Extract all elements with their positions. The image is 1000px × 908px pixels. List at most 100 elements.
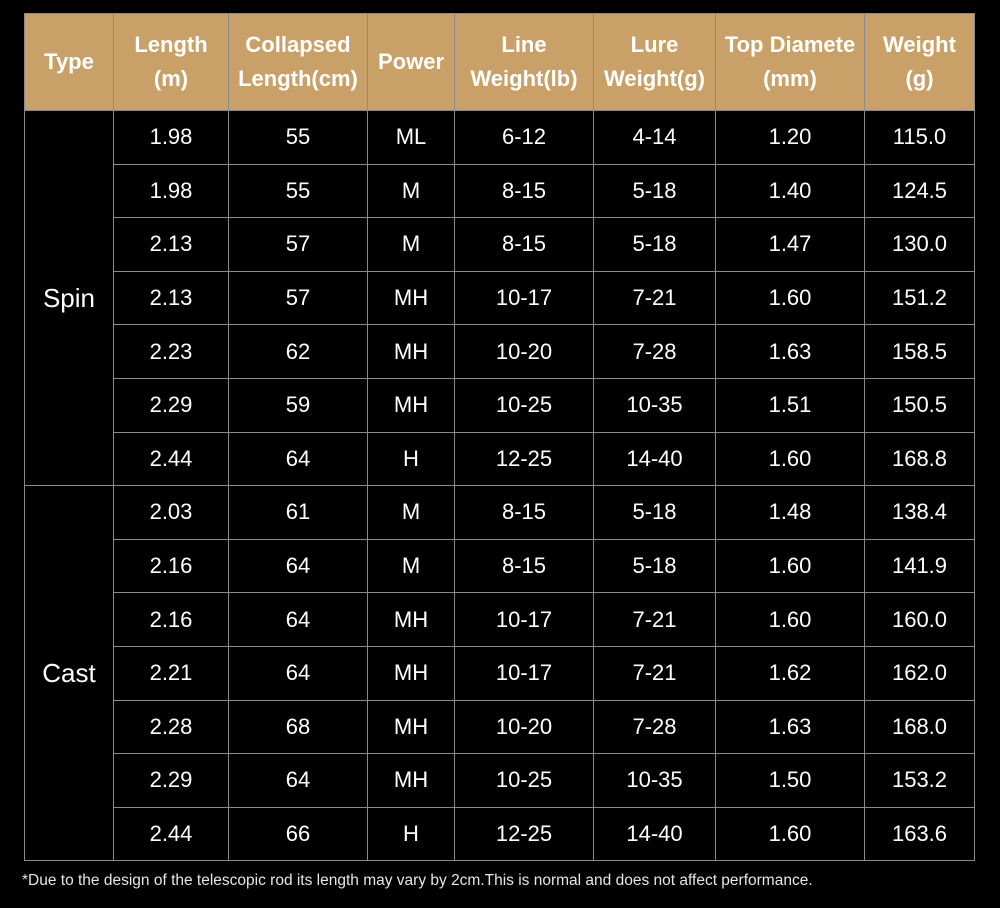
type-cell: Spin [24,109,114,487]
cell: 163.6 [864,806,975,862]
table-row: 2.29 59 MH 10-25 10-35 1.51 150.5 [25,377,975,433]
cell: 8-15 [454,485,594,540]
cell: 7-21 [593,270,716,326]
cell: 64 [228,538,368,594]
table-row: 2.16 64 M 8-15 5-18 1.60 141.9 [25,538,975,594]
cell: 2.44 [113,806,229,862]
table-row: 2.44 66 H 12-25 14-40 1.60 163.6 [25,806,975,862]
cell: 1.20 [715,110,865,165]
cell: 1.48 [715,485,865,540]
cell: 150.5 [864,377,975,433]
cell: 5-18 [593,163,716,219]
header-cell: Collapsed Length(cm) [228,13,368,111]
cell: 168.8 [864,431,975,487]
cell: 62 [228,324,368,379]
cell: 10-25 [454,377,594,433]
cell: 5-18 [593,485,716,540]
table-row: 2.16 64 MH 10-17 7-21 1.60 160.0 [25,592,975,647]
table-row: Cast 2.03 61 M 8-15 5-18 1.48 138.4 [24,485,975,862]
table-row: 2.44 64 H 12-25 14-40 1.60 168.8 [25,431,975,487]
cell: M [367,538,455,594]
spec-table: Type Length (m) Collapsed Length(cm) Power L… [24,13,975,862]
cell: 8-15 [454,163,594,219]
cell: 55 [228,110,368,165]
cell: MH [367,377,455,433]
cell: 2.16 [113,538,229,594]
cell: 7-28 [593,324,716,379]
cell: 5-18 [593,217,716,272]
cell: 2.16 [113,592,229,647]
cell: 160.0 [864,592,975,647]
cell: 1.60 [715,431,865,487]
cell: 64 [228,753,368,808]
cell: 2.21 [113,645,229,701]
cell: 151.2 [864,270,975,326]
cell: 8-15 [454,538,594,594]
cell: 2.44 [113,431,229,487]
cell: 2.28 [113,699,229,755]
cell: 10-17 [454,645,594,701]
cell: 10-20 [454,699,594,755]
header-cell: Top Diamete (mm) [715,13,865,111]
cell: 6-12 [454,110,594,165]
cell: 138.4 [864,485,975,540]
cell: 10-25 [454,753,594,808]
cell: 4-14 [593,110,716,165]
cell: 7-28 [593,699,716,755]
cell: 7-21 [593,645,716,701]
cell: MH [367,753,455,808]
cell: H [367,431,455,487]
cell: 1.98 [113,163,229,219]
cell: 10-35 [593,377,716,433]
cell: 2.13 [113,217,229,272]
cell: 162.0 [864,645,975,701]
table-row: 1.98 55 M 8-15 5-18 1.40 124.5 [25,163,975,219]
cell: 59 [228,377,368,433]
cell: 8-15 [454,217,594,272]
cell: 1.63 [715,324,865,379]
cell: 2.13 [113,270,229,326]
cell: 1.98 [113,110,229,165]
cell: 1.60 [715,270,865,326]
cell: 12-25 [454,806,594,862]
cell: 115.0 [864,110,975,165]
cell: 61 [228,485,368,540]
cell: 7-21 [593,592,716,647]
cell: 10-20 [454,324,594,379]
cell: 66 [228,806,368,862]
cell: 2.03 [113,485,229,540]
header-cell: Length (m) [113,13,229,111]
cell: 153.2 [864,753,975,808]
cell: M [367,163,455,219]
table-row: Spin 1.98 55 ML 6-12 4-14 1.20 115.0 [24,109,975,487]
cell: 2.29 [113,753,229,808]
cell: 14-40 [593,431,716,487]
header-cell: Line Weight(lb) [454,13,594,111]
cell: 141.9 [864,538,975,594]
cell: 5-18 [593,538,716,594]
cell: 64 [228,645,368,701]
table-row: 2.29 64 MH 10-25 10-35 1.50 153.2 [25,753,975,808]
cell: MH [367,324,455,379]
cell: 10-35 [593,753,716,808]
cell: 68 [228,699,368,755]
footnote: *Due to the design of the telescopic rod… [22,872,813,889]
cell: 124.5 [864,163,975,219]
cell: H [367,806,455,862]
cell: 10-17 [454,592,594,647]
cell: 64 [228,592,368,647]
cell: 1.60 [715,538,865,594]
cell: MH [367,270,455,326]
table-body: Spin 1.98 55 ML 6-12 4-14 1.20 115.0 1.98 55 M 8-15… [24,109,975,862]
table-row: 2.13 57 MH 10-17 7-21 1.60 151.2 [25,270,975,326]
cell: 1.62 [715,645,865,701]
cell: MH [367,645,455,701]
header-row: Type Length (m) Collapsed Length(cm) Power L… [24,13,975,111]
cell: M [367,217,455,272]
table-row: 2.28 68 MH 10-20 7-28 1.63 168.0 [25,699,975,755]
cell: 57 [228,270,368,326]
cell: 1.51 [715,377,865,433]
cell: 2.29 [113,377,229,433]
cell: ML [367,110,455,165]
